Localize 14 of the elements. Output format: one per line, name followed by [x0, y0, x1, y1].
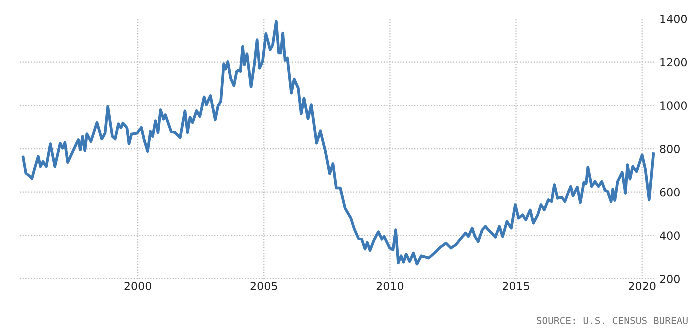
y-tick-label: 800 — [660, 144, 680, 154]
y-tick-label: 400 — [660, 232, 680, 240]
y-tick-label: 1200 — [660, 58, 688, 67]
line-series — [22, 20, 656, 266]
x-tick-label: 2000 — [124, 282, 152, 290]
x-tick-label: 2005 — [250, 282, 278, 290]
y-tick-label: 1400 — [660, 14, 688, 24]
x-tick-label: 2015 — [502, 282, 530, 290]
x-tick-label: 2020 — [629, 282, 656, 290]
source-note: SOURCE: U.S. CENSUS BUREAU — [537, 317, 688, 324]
y-tick-label: 600 — [660, 188, 680, 197]
y-tick-label: 200 — [660, 275, 680, 284]
x-tick-label: 2010 — [376, 282, 404, 290]
y-tick-label: 1000 — [660, 102, 688, 110]
